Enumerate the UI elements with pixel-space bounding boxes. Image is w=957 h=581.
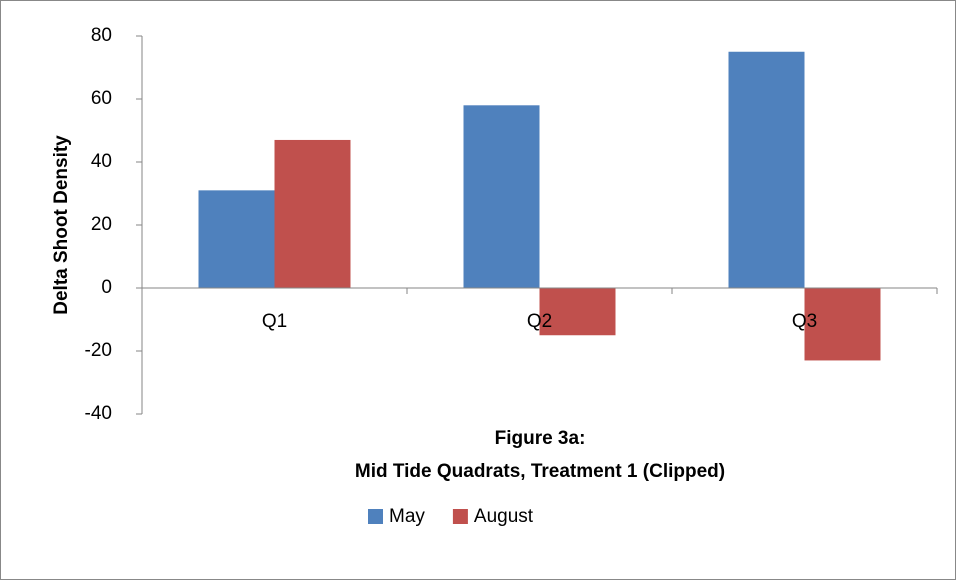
y-tick-label: 80 [91,25,112,46]
bar [539,288,616,336]
bar [463,105,540,288]
y-tick-label: 60 [91,88,112,109]
chart-title: Figure 3a: [495,428,586,449]
y-tick-label: 20 [91,214,112,235]
x-tick-label: Q2 [527,311,552,332]
y-tick-label: 0 [101,277,112,298]
legend-label: August [474,506,534,527]
bar [804,288,881,361]
legend-swatch [368,509,383,524]
y-tick-label: 40 [91,151,112,172]
y-tick-label: -20 [85,340,112,361]
x-tick-label: Q3 [792,311,817,332]
x-tick-label: Q1 [262,311,287,332]
legend-swatch [452,509,468,524]
y-axis-title: Delta Shoot Density [51,135,72,315]
bar [728,51,805,288]
chart-title: Mid Tide Quadrats, Treatment 1 (Clipped) [355,461,725,482]
bar [274,139,351,288]
y-tick-label: -40 [85,403,112,424]
legend-label: May [389,506,425,527]
bar [198,190,275,288]
